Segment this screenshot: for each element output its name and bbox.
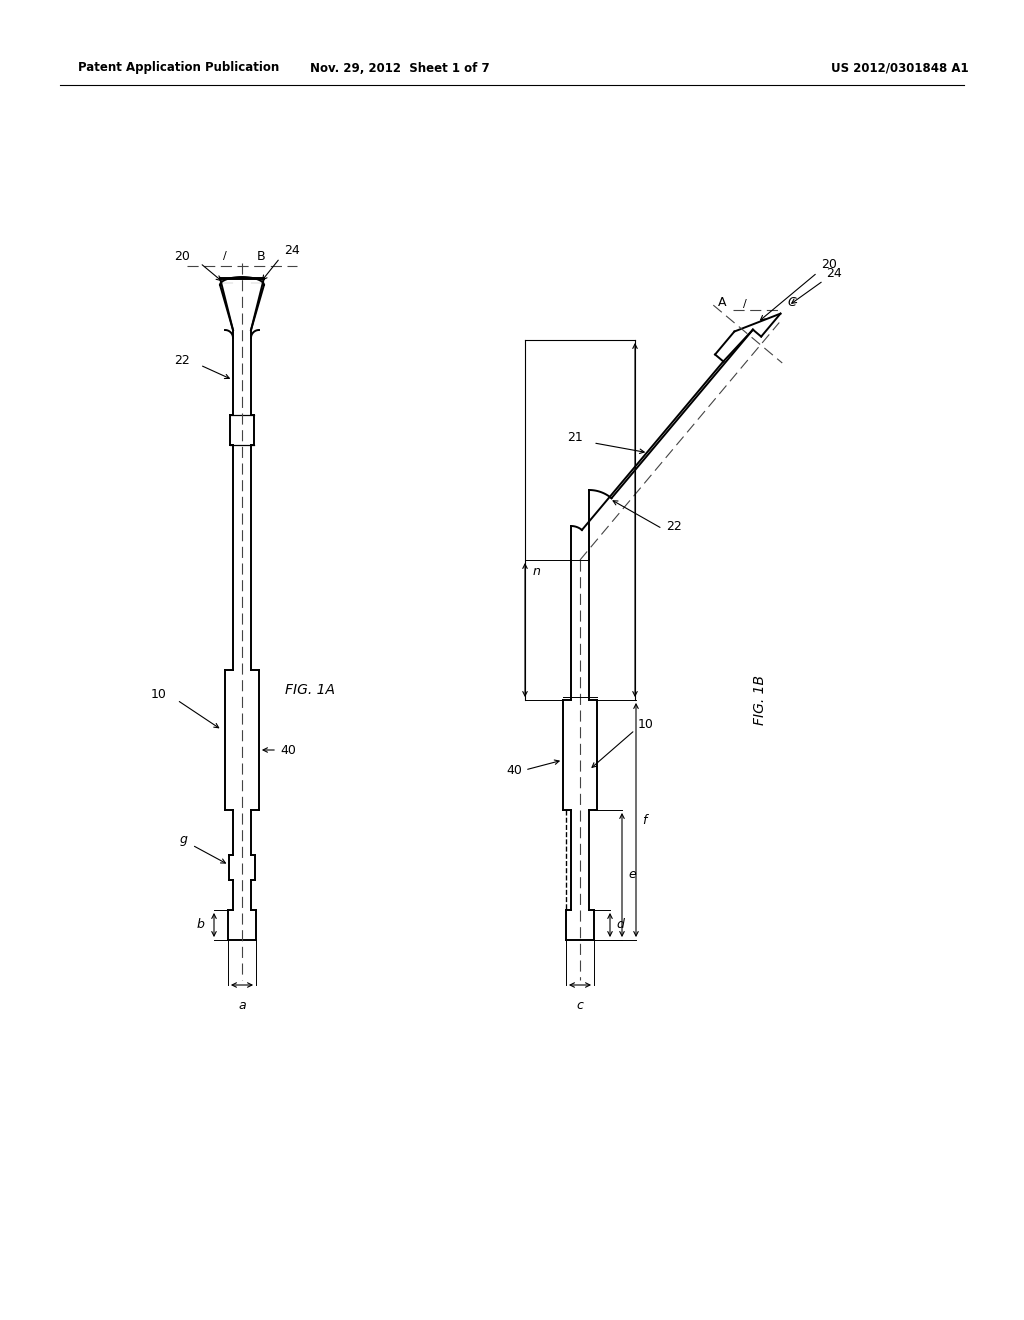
Text: Patent Application Publication: Patent Application Publication [78, 62, 280, 74]
Text: b: b [197, 919, 204, 932]
Text: g: g [179, 833, 187, 846]
Text: n: n [532, 565, 540, 578]
Text: 20: 20 [174, 249, 190, 263]
Text: C: C [787, 296, 796, 309]
Text: US 2012/0301848 A1: US 2012/0301848 A1 [831, 62, 969, 74]
Text: FIG. 1A: FIG. 1A [285, 682, 335, 697]
Text: c: c [577, 999, 584, 1012]
Text: /: / [742, 300, 746, 309]
Text: a: a [239, 999, 246, 1012]
Text: 10: 10 [638, 718, 654, 731]
Text: 21: 21 [567, 432, 583, 445]
Text: d: d [616, 919, 624, 932]
Text: 20: 20 [821, 259, 838, 271]
Text: e: e [628, 869, 636, 882]
Text: /: / [223, 251, 227, 261]
Text: f: f [642, 813, 646, 826]
Text: FIG. 1B: FIG. 1B [753, 675, 767, 725]
Text: 40: 40 [280, 743, 296, 756]
Text: A: A [718, 296, 726, 309]
Text: Nov. 29, 2012  Sheet 1 of 7: Nov. 29, 2012 Sheet 1 of 7 [310, 62, 489, 74]
Text: 24: 24 [826, 267, 842, 280]
Text: 24: 24 [284, 243, 300, 256]
Text: B: B [257, 249, 265, 263]
Text: 22: 22 [174, 354, 190, 367]
Text: 40: 40 [506, 763, 522, 776]
Text: 22: 22 [667, 520, 682, 533]
Text: 10: 10 [152, 689, 167, 701]
